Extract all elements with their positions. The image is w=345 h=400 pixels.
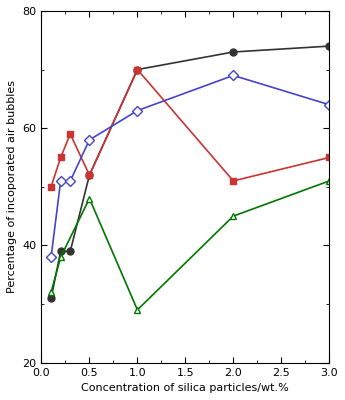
- Y-axis label: Percentage of incoporated air bubbles: Percentage of incoporated air bubbles: [7, 80, 17, 293]
- X-axis label: Concentration of silica particles/wt.%: Concentration of silica particles/wt.%: [81, 383, 289, 393]
